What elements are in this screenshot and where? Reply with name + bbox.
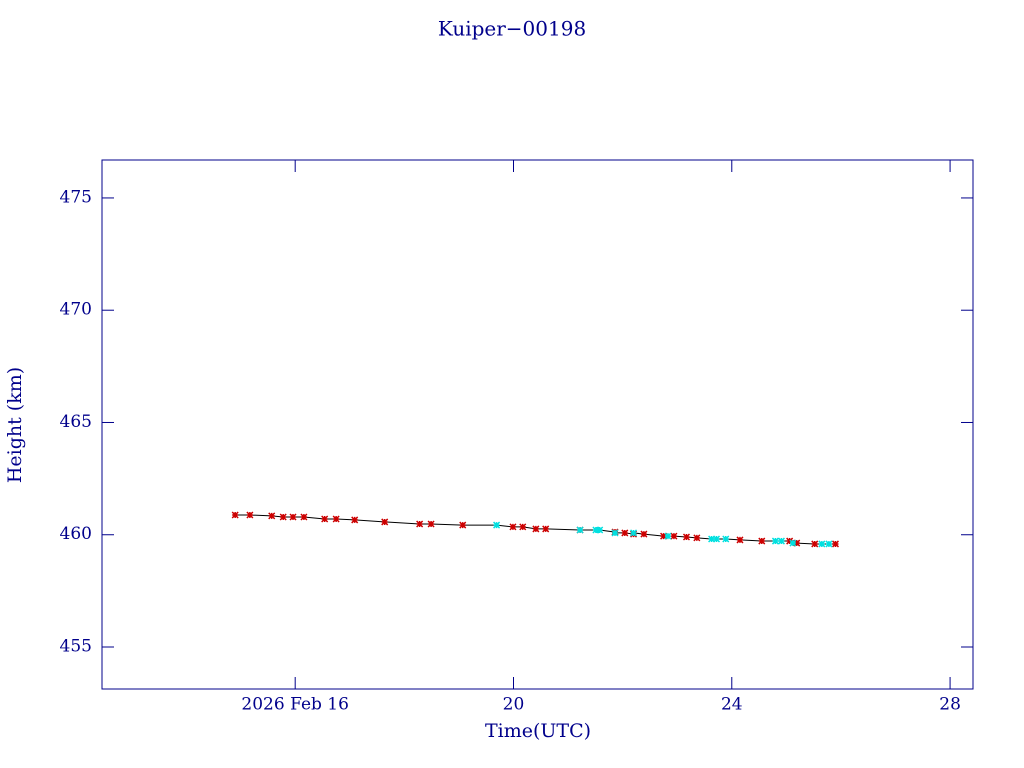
data-point: [246, 511, 254, 519]
data-point: [381, 518, 389, 526]
data-point: [621, 529, 629, 537]
data-point: [611, 529, 619, 537]
y-tick-label: 455: [60, 637, 92, 657]
y-tick-label: 465: [60, 412, 92, 432]
data-point: [532, 525, 540, 533]
x-tick-label: 28: [939, 695, 961, 715]
data-point: [793, 539, 801, 547]
x-tick-label: 2026 Feb 16: [241, 695, 349, 715]
data-point: [596, 526, 604, 534]
data-point: [712, 535, 721, 543]
data-point: [811, 540, 819, 548]
y-tick-label: 470: [60, 300, 92, 320]
data-point: [693, 534, 701, 542]
data-point: [664, 532, 672, 540]
data-point: [660, 532, 668, 540]
data-point: [231, 511, 239, 519]
data-point: [825, 540, 833, 548]
data-point: [736, 536, 744, 544]
data-point: [758, 537, 766, 545]
data-point: [493, 521, 501, 529]
data-point: [279, 513, 287, 521]
data-point: [300, 513, 308, 521]
plot-frame: [101, 159, 974, 690]
data-point: [670, 532, 678, 540]
data-point: [786, 537, 794, 545]
x-tick-label: 20: [503, 695, 525, 715]
y-axis-label: Height (km): [4, 367, 26, 483]
data-point: [459, 521, 467, 529]
data-point: [640, 530, 648, 538]
data-point: [592, 526, 600, 534]
data-point: [818, 540, 826, 548]
data-point: [509, 523, 517, 531]
data-point: [416, 520, 424, 528]
data-point: [427, 520, 435, 528]
data-point: [542, 525, 550, 533]
y-tick-label: 475: [60, 187, 92, 207]
data-point: [831, 540, 840, 548]
data-point: [708, 535, 716, 543]
data-point: [519, 523, 527, 531]
y-tick-label: 460: [60, 524, 92, 544]
x-tick-label: 24: [721, 695, 743, 715]
chart-title: Kuiper−00198: [438, 17, 586, 41]
data-point: [771, 537, 779, 545]
data-point: [321, 515, 329, 523]
data-point: [289, 513, 297, 521]
data-point: [332, 515, 340, 523]
x-axis-label: Time(UTC): [485, 720, 591, 742]
data-point: [789, 539, 797, 547]
data-point: [777, 537, 785, 545]
data-point: [722, 535, 730, 543]
data-point: [268, 512, 276, 520]
data-point: [351, 516, 359, 524]
data-point: [576, 526, 584, 534]
data-point: [630, 529, 638, 537]
data-point: [682, 533, 691, 541]
